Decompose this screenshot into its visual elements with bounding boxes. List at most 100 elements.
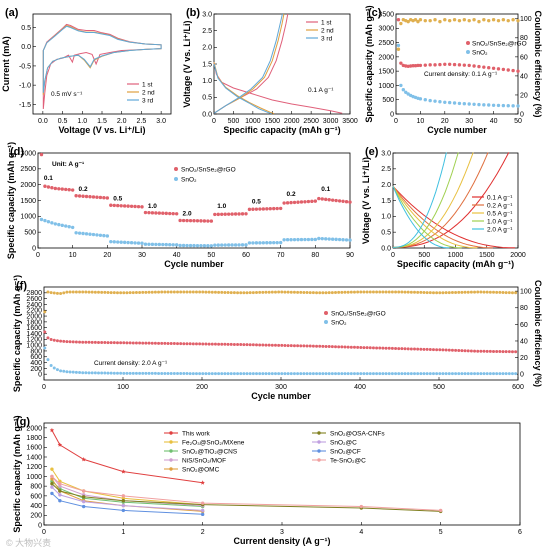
data-point (303, 200, 307, 204)
data-point (302, 372, 306, 376)
data-point (324, 344, 328, 348)
data-point (200, 501, 205, 505)
data-point (78, 290, 82, 294)
data-point (261, 343, 265, 347)
data-point (209, 219, 214, 223)
data-point (55, 339, 59, 343)
data-point (435, 348, 439, 352)
data-point (292, 237, 297, 242)
x-axis-label: Voltage (V vs. Li⁺/Li) (58, 125, 145, 135)
data-point (164, 211, 168, 216)
data-point (476, 290, 480, 294)
data-point (277, 372, 281, 376)
data-point (182, 342, 186, 346)
series-line (213, 13, 285, 114)
x-tick-label: 1500 (479, 252, 495, 259)
data-point (122, 341, 126, 345)
rate-label: 0.1 (44, 175, 53, 182)
data-point (220, 243, 224, 247)
data-point (443, 62, 447, 66)
data-point (289, 237, 293, 242)
data-point (292, 290, 296, 294)
data-point (299, 344, 303, 348)
data-point (254, 207, 259, 211)
data-point (516, 18, 520, 23)
data-point (296, 372, 300, 376)
legend-entry: 3 rd (142, 97, 154, 104)
annotation: Current density: 2.0 A g⁻¹ (94, 360, 168, 367)
data-point (58, 484, 62, 488)
data-point (418, 63, 423, 68)
data-point (128, 341, 132, 345)
data-point (150, 242, 155, 247)
data-point (134, 371, 138, 375)
data-point (495, 290, 499, 294)
data-point (462, 63, 467, 67)
data-point (286, 344, 290, 348)
data-point (87, 371, 91, 375)
data-point (163, 290, 167, 294)
series-line (213, 13, 283, 114)
data-point (510, 350, 514, 354)
data-point (81, 495, 86, 499)
x-tick-label: 1000 (245, 118, 261, 125)
data-point (121, 494, 126, 498)
data-point (242, 291, 246, 295)
data-point (507, 291, 511, 295)
data-point (264, 290, 268, 294)
y-tick-label: 2000 (378, 54, 394, 61)
data-point (504, 291, 508, 295)
data-point (43, 330, 47, 334)
data-point (375, 346, 379, 350)
data-point (201, 342, 205, 346)
data-point (337, 237, 342, 242)
data-point (378, 290, 382, 294)
data-point (384, 290, 388, 294)
data-point (194, 372, 198, 376)
data-point (116, 203, 120, 208)
y-tick-label: 0.5 (381, 230, 391, 237)
data-point (261, 207, 266, 211)
data-point (185, 290, 189, 294)
panel-label: (b) (186, 7, 200, 19)
data-point (202, 219, 207, 223)
data-point (121, 508, 126, 513)
y-tick-label: 1600 (26, 325, 42, 332)
x-tick-label: 50 (514, 118, 522, 125)
y-tick-label: 3000 (378, 26, 394, 33)
data-point (176, 342, 180, 346)
data-point (409, 290, 413, 294)
data-point (52, 366, 56, 370)
data-point (487, 18, 491, 23)
y-tick-label: 0.0 (381, 245, 391, 252)
data-point (115, 341, 119, 345)
y-tick-label: 1.0 (381, 214, 391, 221)
y-tick-label: 600 (30, 354, 42, 361)
x-tick-label: 80 (311, 252, 319, 259)
data-point (236, 342, 240, 346)
data-point (98, 233, 103, 237)
data-point (133, 241, 137, 245)
legend-entry: 3 rd (321, 35, 333, 42)
data-point (68, 340, 72, 344)
series-line (392, 186, 462, 249)
data-point (109, 341, 113, 345)
data-point (397, 347, 401, 351)
data-point (50, 482, 54, 486)
series-line (392, 186, 450, 249)
data-point (324, 237, 328, 241)
data-point (39, 152, 44, 157)
data-point (501, 18, 506, 22)
data-point (97, 371, 101, 375)
data-point (278, 240, 283, 245)
x-tick-label: 0 (394, 118, 398, 125)
data-point (213, 243, 217, 247)
data-point (477, 19, 481, 24)
data-point (201, 290, 205, 294)
data-point (278, 206, 283, 211)
data-point (157, 371, 161, 375)
data-point (198, 372, 202, 376)
legend-entry: SnO₂@CF (330, 448, 361, 455)
data-point (176, 372, 180, 376)
data-point (511, 104, 515, 108)
